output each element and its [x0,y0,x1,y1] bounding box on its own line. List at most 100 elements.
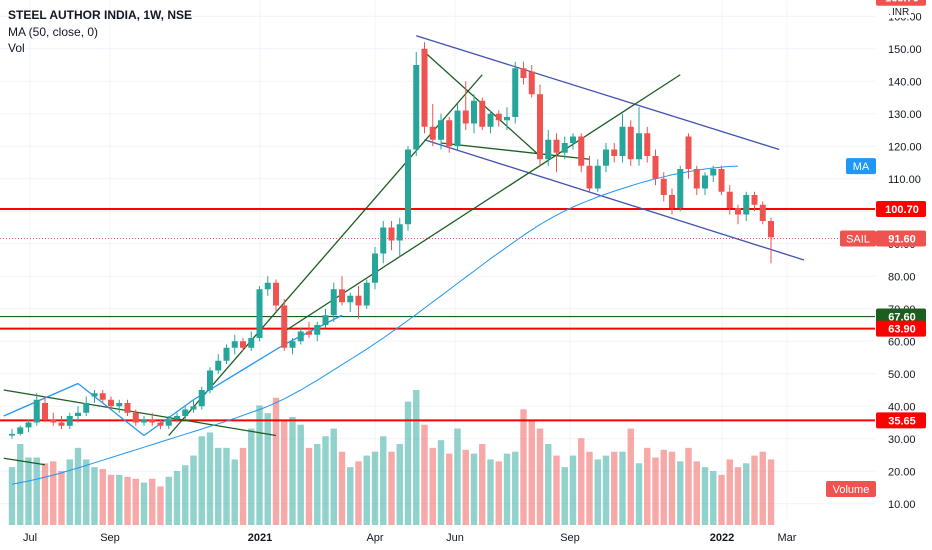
volume-bar [462,449,469,525]
volume-tag: Volume [833,484,870,496]
price-tick-label: 150.00 [888,44,922,56]
volume-bar [107,474,115,525]
trendline [3,389,277,437]
volume-bar [685,447,692,525]
volume-bar [347,467,354,525]
price-label-bg [876,200,926,217]
volume-bar [8,467,16,525]
volume-bar [149,478,156,525]
price-axis[interactable]: 10.0020.0030.0040.0050.0060.0070.0080.00… [888,11,922,511]
price-tick-label: 20.00 [888,466,916,478]
volume-bar [429,447,436,525]
volume-bar [487,459,494,525]
volume-bar [644,447,651,525]
volume-bar [743,463,750,525]
candles [9,42,774,439]
candle-body [198,390,205,407]
candle-body [553,139,560,153]
price-label: 100.70 [885,204,919,216]
candle-body [512,68,519,117]
candle-body [347,295,354,303]
price-tick-label: 120.00 [888,141,922,153]
volume-bar [701,467,709,525]
candle-body [603,149,609,166]
volume-bar [668,451,676,525]
volume-bar [58,471,65,525]
time-tick-label: Mar [778,532,797,544]
candle-body [240,341,246,348]
time-tick-label: Jul [23,532,37,544]
time-tick-label: Sep [100,532,120,544]
price-label: 165.70 [885,0,919,5]
volume-bar [33,457,40,525]
candle-body [735,208,741,215]
chart-title: STEEL AUTHOR INDIA, 1W, NSE [8,8,193,22]
volume-bar [767,459,775,525]
volume-bar [404,401,412,525]
candle-body [462,110,469,124]
candle-body [702,175,708,189]
volume-bar [41,463,49,525]
candle-body [479,100,486,127]
candle-body [99,393,106,400]
candle-body [223,347,230,361]
volume-bar [479,444,486,525]
candle-body [116,403,123,407]
candle-body [215,360,222,371]
candle-body [545,139,552,160]
candle-body [652,156,659,179]
volume-bar [314,444,321,525]
candle-body [281,305,288,348]
time-axis[interactable]: Jul Sep 2021 Apr Jun Sep 2022 Mar [23,532,797,544]
candle-body [413,65,420,150]
candle-body [322,315,329,325]
candle-body [66,416,73,426]
candle-body [495,113,502,121]
volume-bar [635,463,643,525]
volume-bar [338,451,346,525]
volume-indicator-label[interactable]: Vol [8,41,25,55]
price-tick-label: 50.00 [888,369,916,381]
price-tick-label: 80.00 [888,271,916,283]
candle-body [174,416,180,420]
candle-body [611,149,618,156]
candle-body [231,341,238,348]
volume-bar [627,428,634,525]
volume-bar [272,397,280,525]
volume-bar [25,457,32,525]
volume-bar [734,467,742,525]
volume-bar [231,459,238,525]
volume-bar [602,455,610,525]
volume-bar [751,455,758,525]
candle-body [190,406,197,410]
volume-bar [91,467,98,525]
volume-bar [322,436,329,525]
symbol-tag-bg [840,230,876,247]
volume-bar [710,471,717,525]
candle-body [636,133,642,160]
trendline [283,74,681,333]
candle-body [165,419,172,426]
candle-body [9,433,15,436]
volume-bar [718,474,725,525]
ma-indicator-label[interactable]: MA (50, close, 0) [8,25,99,39]
price-tick-label: 40.00 [888,401,916,413]
price-label: 67.60 [888,312,916,324]
candle-body [594,165,601,189]
volume-bar [619,451,626,525]
volume-bar [652,457,659,525]
candle-body [660,178,667,195]
volume-bar [446,453,453,525]
volume-bar [132,478,139,525]
volume-bar [553,455,560,525]
volume-bar [165,476,172,525]
ma-tag: MA [853,161,870,173]
candle-body [372,253,378,283]
trendline [3,382,79,417]
volume-bar [520,409,527,525]
trendline [193,343,285,401]
candle-body [297,331,304,342]
candle-body [586,165,593,189]
volume-bar [355,461,362,525]
